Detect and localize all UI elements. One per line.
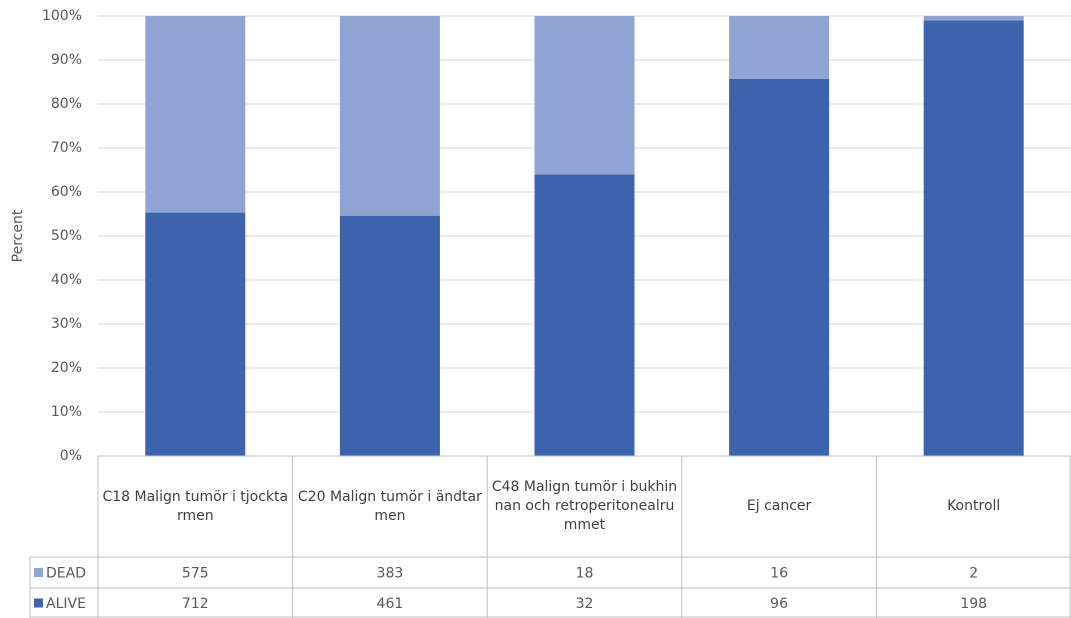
y-tick-label: 40% <box>51 272 82 288</box>
legend-label: DEAD <box>46 566 86 582</box>
category-cell: C48 Malign tumör i bukhinnan och retrope… <box>491 479 678 533</box>
bar-segment <box>729 78 830 456</box>
table-value: 575 <box>182 566 209 582</box>
legend-label: ALIVE <box>46 596 86 612</box>
category-cell: Kontroll <box>947 498 1001 515</box>
y-tick-label: 100% <box>42 8 82 24</box>
bar-segment <box>145 16 246 213</box>
y-tick-label: 10% <box>51 404 82 420</box>
y-tick-label: 80% <box>51 96 82 112</box>
y-tick-label: 30% <box>51 316 82 332</box>
y-tick-label: 60% <box>51 184 82 200</box>
table-value: 383 <box>377 566 404 582</box>
bar-segment <box>339 16 440 216</box>
category-cell: C20 Malign tumör i ändtarmen <box>297 488 482 524</box>
x-tick-label: Ej cancer <box>746 498 812 515</box>
legend-swatch <box>34 598 43 608</box>
legend-swatch <box>34 568 43 577</box>
x-tick-label: C18 Malign tumör i tjocktarmen <box>102 488 289 524</box>
y-tick-label: 90% <box>51 52 82 68</box>
bar-segment <box>923 20 1024 457</box>
bar-segment <box>923 16 1024 21</box>
y-tick-label: 70% <box>51 140 82 156</box>
bar-segment <box>534 16 635 175</box>
y-tick-label: 0% <box>60 448 82 464</box>
y-axis-title: Percent <box>10 209 26 262</box>
table-value: 712 <box>182 596 209 612</box>
y-tick-label: 50% <box>51 228 82 244</box>
bar-segment <box>145 212 246 456</box>
table-value: 18 <box>576 566 594 582</box>
category-cell: C18 Malign tumör i tjocktarmen <box>102 488 289 524</box>
y-tick-label: 20% <box>51 360 82 376</box>
table-value: 2 <box>969 566 978 582</box>
x-tick-label: Kontroll <box>947 498 1001 515</box>
bar-segment <box>339 215 440 456</box>
category-cell: Ej cancer <box>746 498 812 515</box>
table-value: 198 <box>960 596 987 612</box>
table-value: 96 <box>770 596 788 612</box>
bar-segment <box>534 174 635 456</box>
table-value: 32 <box>576 596 594 612</box>
bar-segment <box>729 16 830 79</box>
x-tick-label: C20 Malign tumör i ändtarmen <box>297 488 482 524</box>
table-value: 461 <box>377 596 404 612</box>
x-tick-label: C48 Malign tumör i bukhinnan och retrope… <box>491 479 678 533</box>
table-value: 16 <box>770 566 788 582</box>
